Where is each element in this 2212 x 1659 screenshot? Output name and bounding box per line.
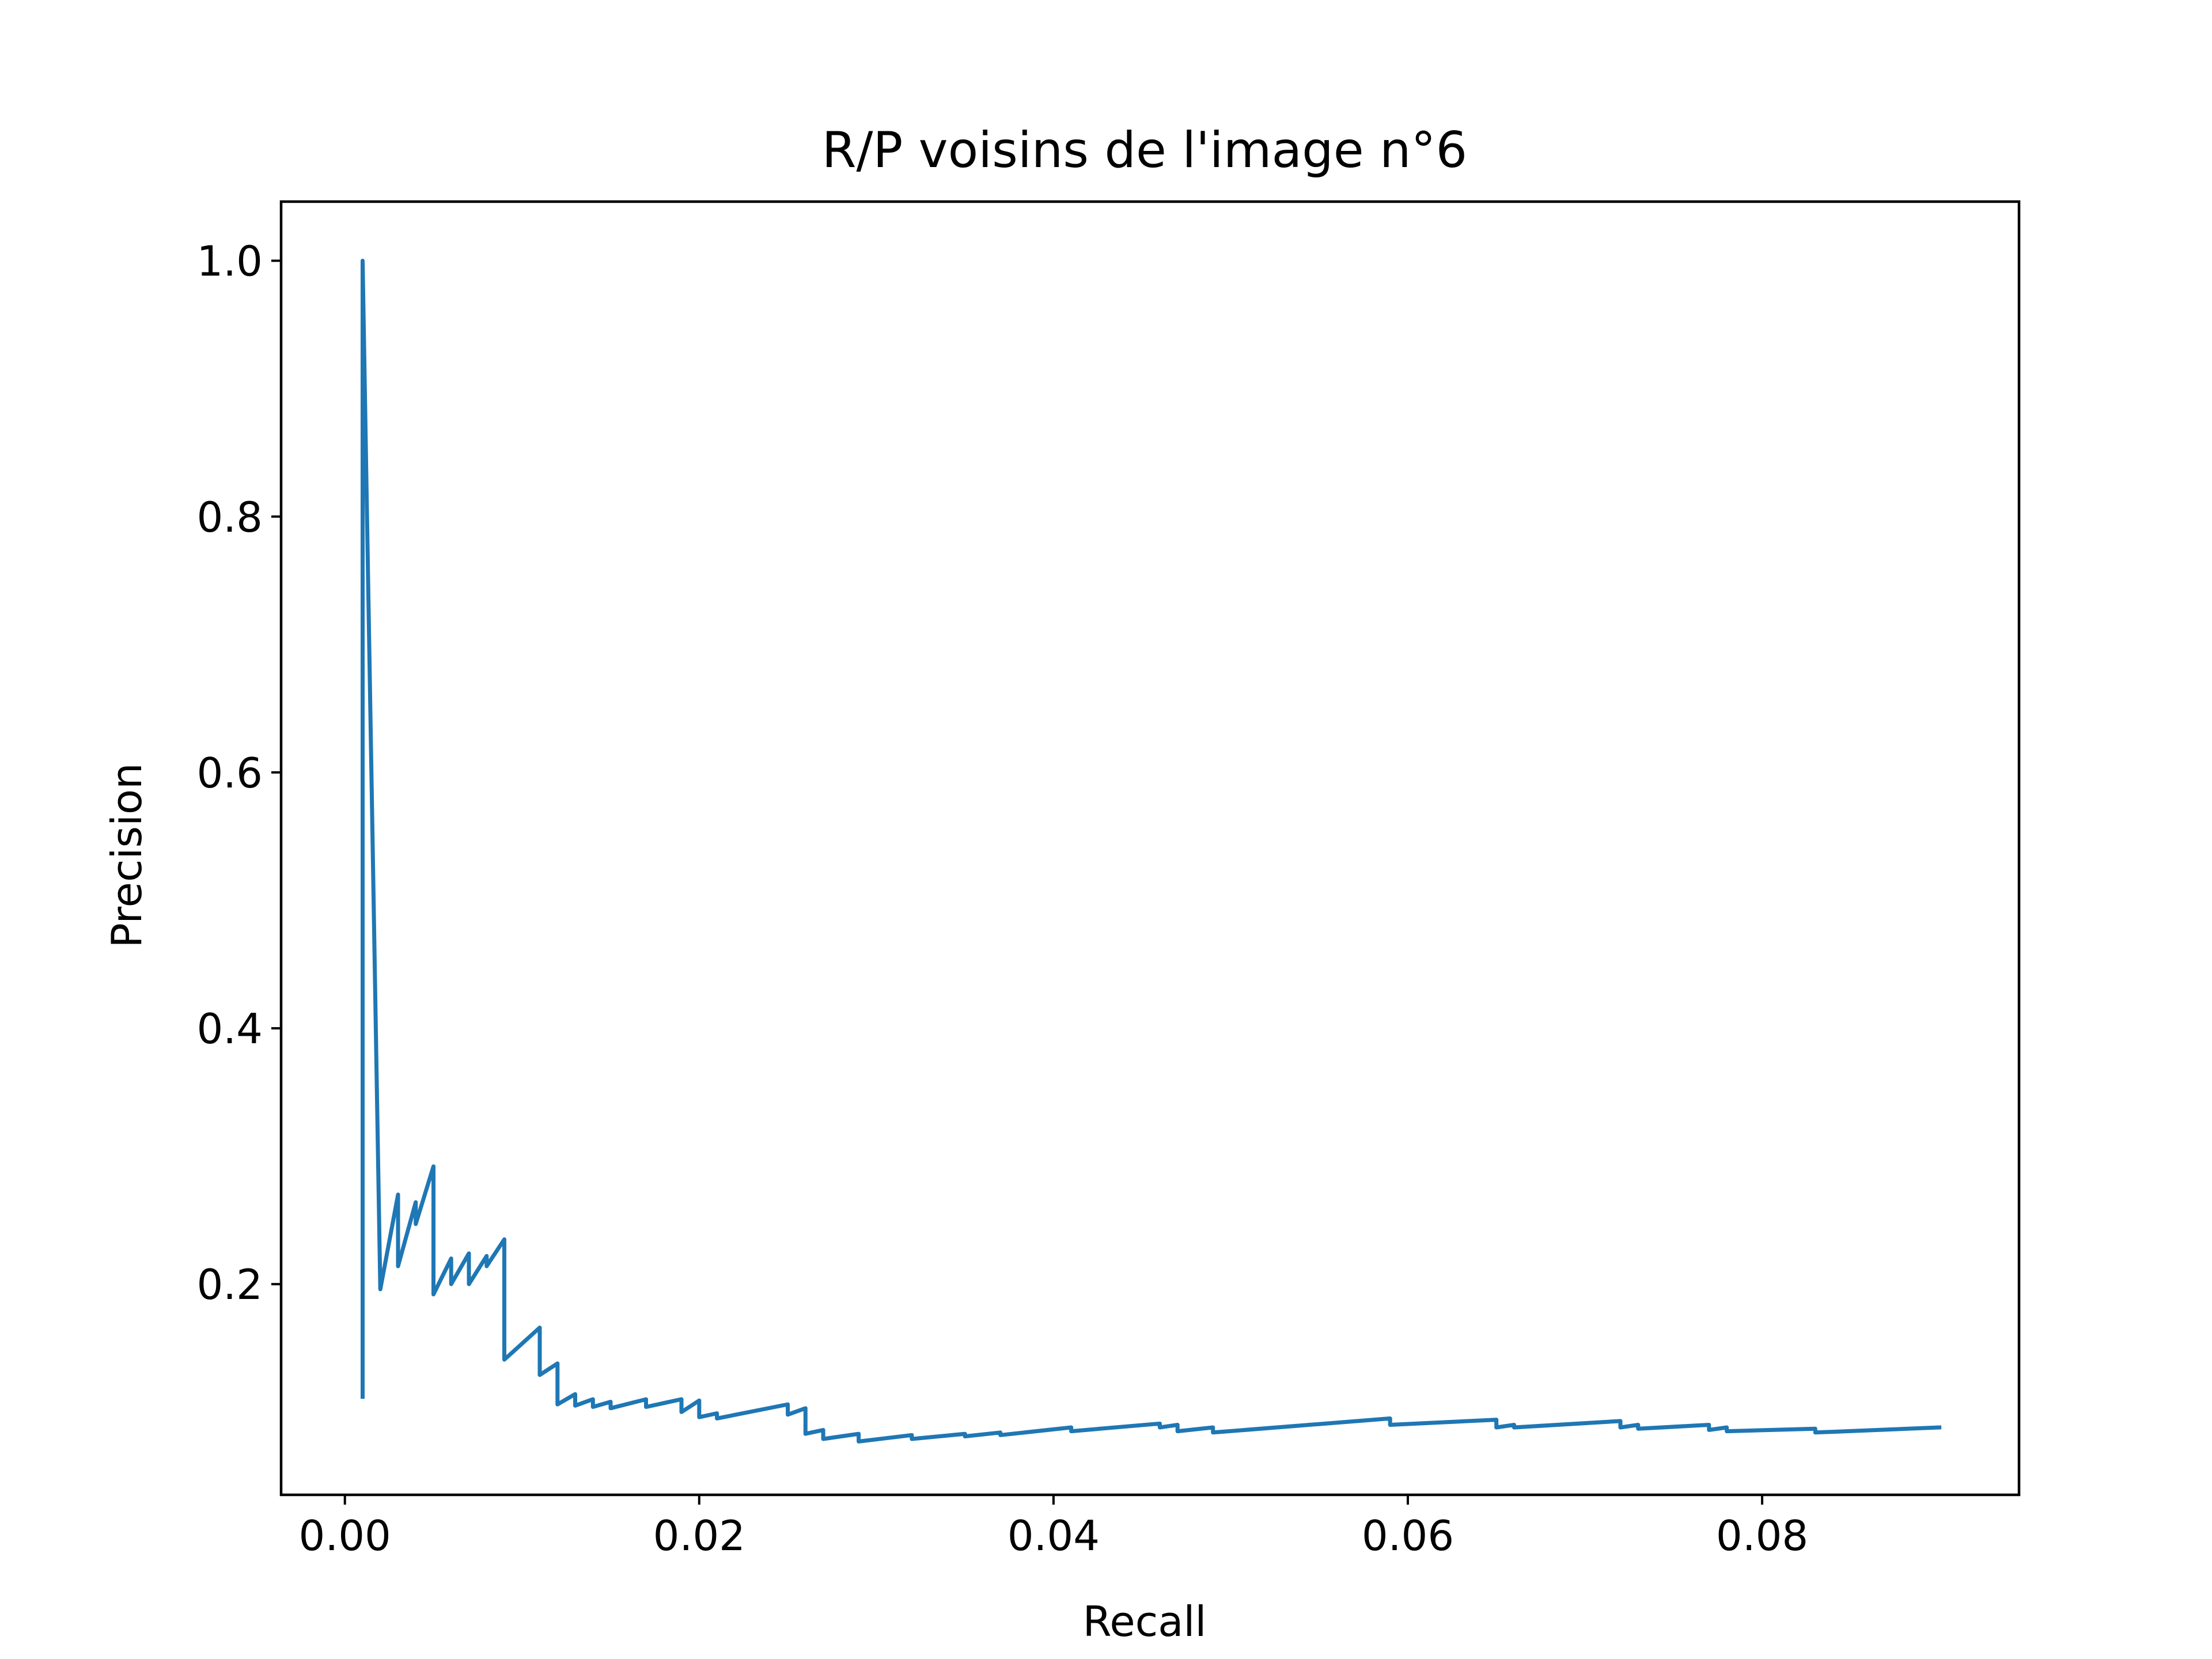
plot-frame <box>279 200 2021 1497</box>
x-tick-label: 0.08 <box>1716 1512 1808 1560</box>
x-axis-label: Recall <box>1083 1597 1207 1646</box>
plot-background <box>281 202 2019 1495</box>
y-tick-label: 0.8 <box>196 493 263 541</box>
series-layer <box>361 259 1942 1444</box>
y-tick-label: 0.4 <box>196 1005 263 1053</box>
y-tick-label: 0.6 <box>196 749 263 797</box>
x-tick-label: 0.04 <box>1007 1512 1100 1560</box>
series-line <box>361 259 1942 1444</box>
x-tick-label: 0.02 <box>653 1512 745 1560</box>
x-tick-label: 0.06 <box>1362 1512 1454 1560</box>
y-tick-label: 1.0 <box>196 237 263 286</box>
plot-area <box>279 200 2021 1497</box>
y-axis-label: Precision <box>103 763 151 948</box>
y-axis: 0.2 0.4 0.6 0.8 1.0 <box>196 237 281 1309</box>
y-tick-label: 0.2 <box>196 1260 263 1309</box>
x-axis: 0.00 0.02 0.04 0.06 0.08 <box>299 1495 1808 1560</box>
x-tick-label: 0.00 <box>299 1512 391 1560</box>
chart-title: R/P voisins de l'image n°6 <box>822 122 1467 179</box>
